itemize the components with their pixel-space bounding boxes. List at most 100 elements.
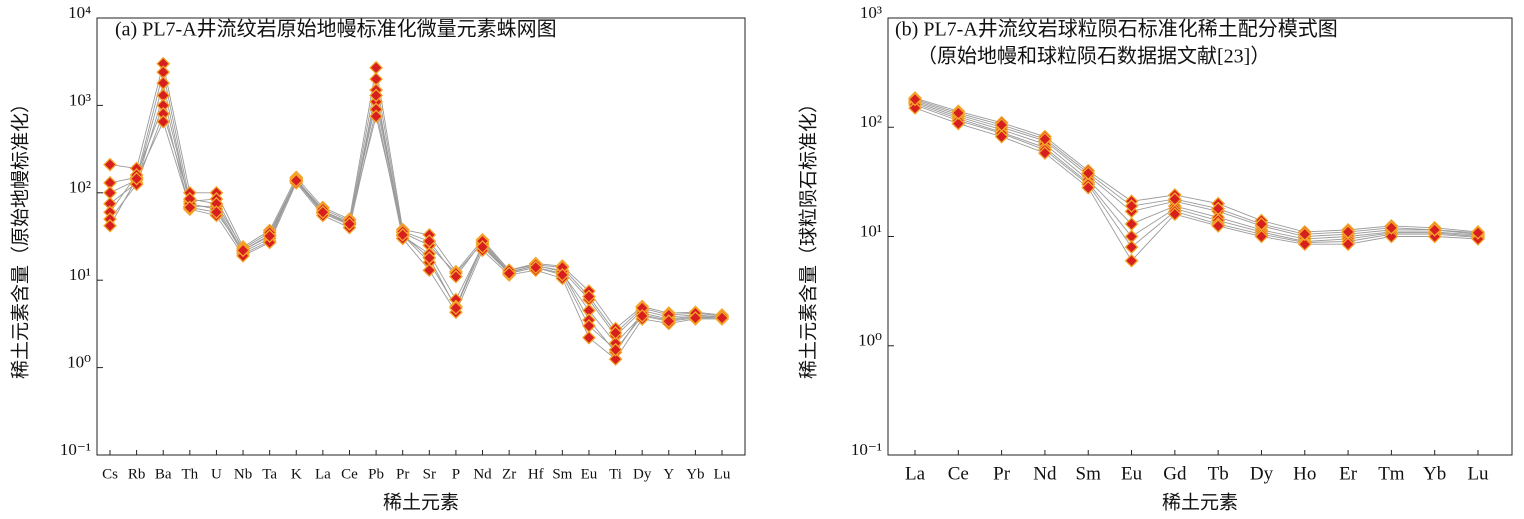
y-axis-label: 稀土元素含量（原始地幔标准化） xyxy=(9,94,31,379)
x-tick-label: Dy xyxy=(1250,463,1274,484)
data-marker xyxy=(156,114,171,129)
data-marker xyxy=(103,218,117,233)
x-tick-label: Yb xyxy=(1423,463,1446,484)
series-line xyxy=(914,101,1479,240)
series-line xyxy=(109,95,722,351)
data-marker xyxy=(608,325,623,340)
data-marker xyxy=(1254,229,1269,244)
data-marker xyxy=(582,289,596,304)
x-tick-label: Dy xyxy=(633,466,652,482)
data-marker xyxy=(1081,166,1096,181)
data-marker xyxy=(1471,225,1485,240)
x-tick-label: Pr xyxy=(993,463,1011,484)
x-tick-label: Sm xyxy=(1076,463,1102,484)
x-tick-label: Eu xyxy=(1121,463,1143,484)
data-marker xyxy=(129,171,144,186)
x-tick-label: Ba xyxy=(155,466,172,482)
x-tick-label: Nd xyxy=(1033,463,1057,484)
data-marker xyxy=(315,205,330,220)
x-tick-label: Zr xyxy=(502,466,516,482)
data-marker xyxy=(555,267,570,282)
data-marker xyxy=(369,60,384,75)
y-tick-label: 10³ xyxy=(69,90,91,109)
data-marker xyxy=(661,314,676,329)
x-tick-label: Ce xyxy=(341,466,358,482)
x-tick-label: Hf xyxy=(528,466,544,482)
x-tick-label: Tm xyxy=(1378,463,1405,484)
y-tick-label: 10⁻¹ xyxy=(851,440,882,459)
y-tick-label: 10² xyxy=(69,178,91,197)
data-marker xyxy=(289,173,304,188)
y-tick-label: 10⁻¹ xyxy=(60,440,91,459)
data-marker xyxy=(422,234,437,249)
series-line xyxy=(109,72,723,337)
series-line xyxy=(914,103,1479,242)
data-marker xyxy=(422,263,437,278)
x-tick-label: K xyxy=(291,466,302,482)
x-tick-label: Pb xyxy=(368,466,384,482)
data-marker xyxy=(369,88,384,103)
data-marker xyxy=(422,250,437,265)
y-axis-label: 稀土元素含量（球粒陨石标准化） xyxy=(797,94,819,379)
data-marker xyxy=(994,129,1009,144)
data-marker xyxy=(1211,201,1226,216)
x-tick-label: Nb xyxy=(234,466,252,482)
data-marker xyxy=(908,101,922,115)
x-tick-label: Lu xyxy=(714,466,731,482)
data-marker xyxy=(502,266,517,281)
x-tick-label: Sm xyxy=(552,466,572,482)
data-marker xyxy=(1167,192,1182,207)
series-line xyxy=(914,100,1479,237)
chart-title: (b) PL7-A井流纹岩球粒陨石标准化稀土配分模式图 xyxy=(895,18,1338,41)
y-tick-label: 10⁴ xyxy=(68,3,91,22)
x-tick-label: Tb xyxy=(1208,463,1229,484)
data-marker xyxy=(715,311,729,325)
x-tick-label: Gd xyxy=(1163,463,1187,484)
series-line xyxy=(914,107,1479,262)
data-marker xyxy=(209,205,224,220)
data-marker xyxy=(1384,229,1399,244)
series-line xyxy=(109,112,723,334)
data-marker xyxy=(342,217,357,231)
data-marker xyxy=(1081,180,1096,195)
data-marker xyxy=(395,227,410,242)
data-marker xyxy=(608,342,623,357)
series-line xyxy=(914,98,1479,235)
data-marker xyxy=(369,109,384,124)
data-marker xyxy=(262,229,277,243)
data-marker xyxy=(103,157,117,172)
data-marker xyxy=(528,260,543,275)
data-marker xyxy=(1038,132,1052,146)
y-tick-label: 10³ xyxy=(860,3,882,22)
x-tick-label: U xyxy=(211,466,222,482)
x-tick-label: Y xyxy=(663,466,674,482)
data-marker xyxy=(1427,222,1442,237)
data-marker xyxy=(951,106,966,120)
x-tick-label: La xyxy=(315,466,331,482)
x-tick-label: Yb xyxy=(686,466,704,482)
x-tick-label: Ce xyxy=(948,463,969,484)
x-tick-label: Sr xyxy=(423,466,436,482)
x-tick-label: Lu xyxy=(1467,463,1489,484)
data-marker xyxy=(994,118,1009,132)
x-tick-label: Er xyxy=(1339,463,1358,484)
data-marker xyxy=(182,200,197,215)
x-tick-label: Ta xyxy=(262,466,277,482)
series-line xyxy=(914,104,1479,248)
x-tick-label: Ho xyxy=(1293,463,1316,484)
data-marker xyxy=(1124,199,1139,213)
data-marker xyxy=(582,330,596,345)
chart-title: (a) PL7-A井流纹岩原始地幔标准化微量元素蛛网图 xyxy=(115,18,557,41)
x-tick-label: Th xyxy=(181,466,198,482)
data-marker xyxy=(236,243,250,258)
data-marker xyxy=(1341,225,1355,239)
y-tick-label: 10¹ xyxy=(69,265,91,284)
data-marker xyxy=(908,92,922,107)
data-marker xyxy=(1297,237,1312,252)
data-marker xyxy=(582,318,596,333)
y-tick-label: 10⁰ xyxy=(858,331,882,350)
data-marker xyxy=(1341,237,1355,252)
series-line xyxy=(109,93,723,353)
y-tick-label: 10¹ xyxy=(860,221,882,240)
